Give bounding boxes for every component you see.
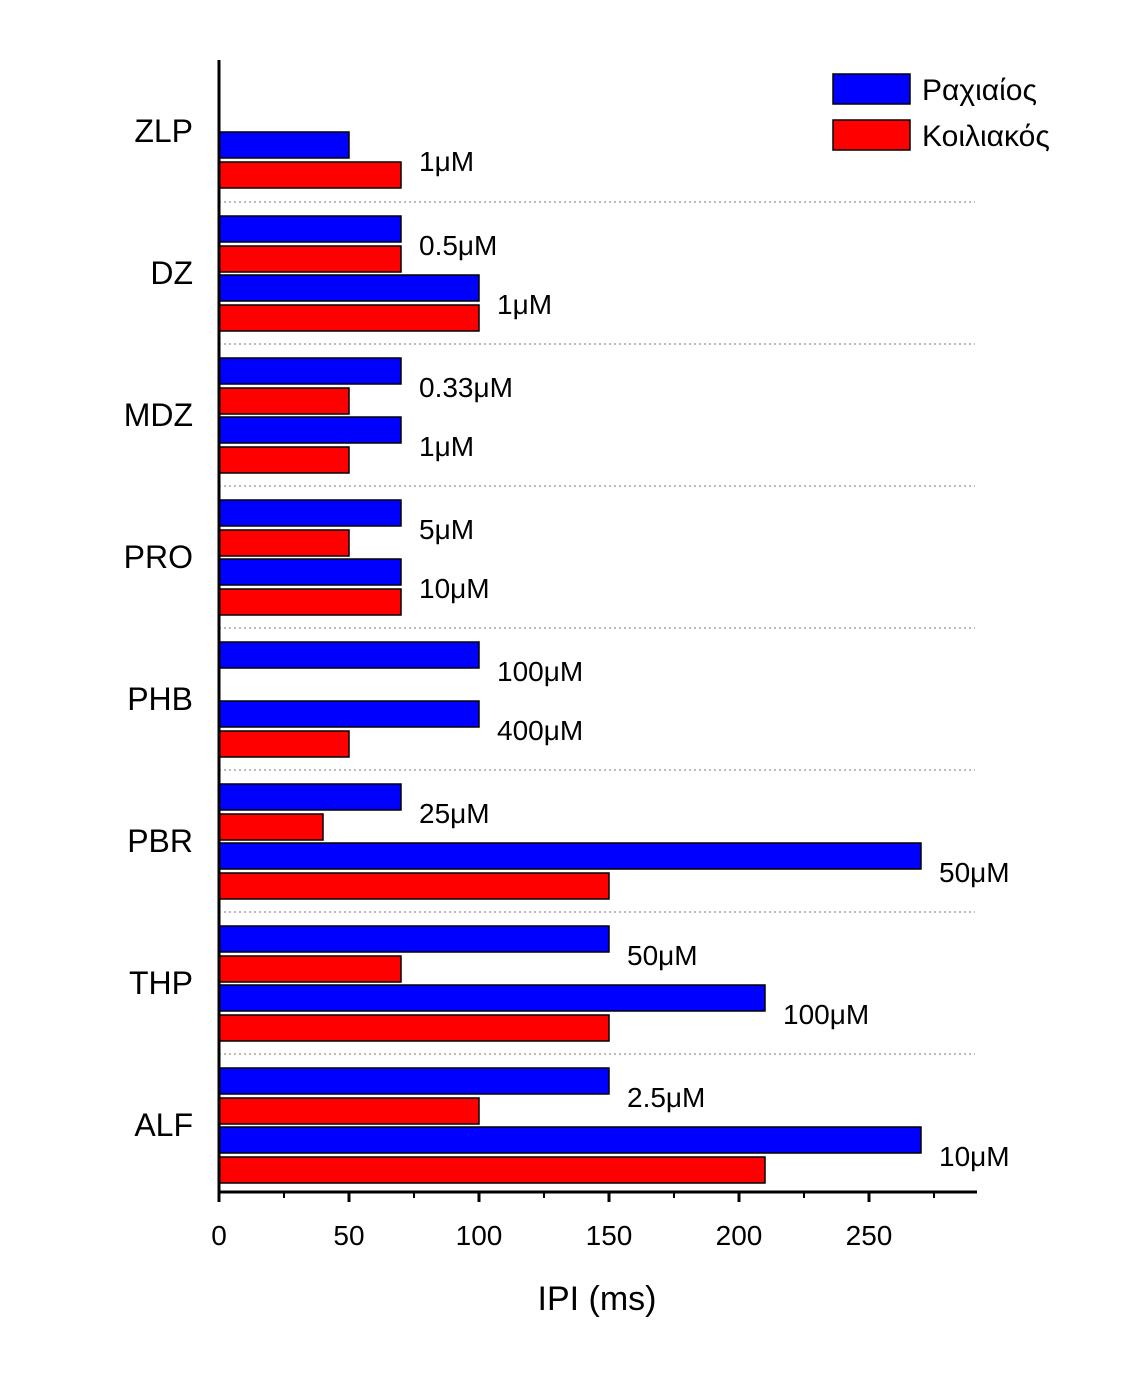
bar-series2: [218, 446, 350, 474]
bar-series1: [218, 984, 766, 1012]
bar-series2: [218, 730, 350, 758]
bar-series1: [218, 842, 922, 870]
bar-series1: [218, 357, 402, 385]
bar-series2: [218, 955, 402, 983]
group-label: MDZ: [124, 397, 193, 433]
x-tick-label: 200: [716, 1220, 763, 1251]
bar-series2: [218, 387, 350, 415]
condition-label: 5μM: [419, 514, 474, 545]
x-tick-label: 100: [456, 1220, 503, 1251]
group-label: PBR: [127, 823, 193, 859]
group-label: PHB: [127, 681, 193, 717]
group-label: THP: [129, 965, 193, 1001]
bar-series1: [218, 558, 402, 586]
condition-label: 100μM: [497, 656, 583, 687]
bar-series2: [218, 161, 402, 189]
x-tick-label: 250: [846, 1220, 893, 1251]
bar-series2: [218, 1014, 610, 1042]
group-separators: [219, 201, 975, 1055]
bar-series1: [218, 925, 610, 953]
x-tick-label: 50: [333, 1220, 364, 1251]
bars: [218, 131, 922, 1184]
bar-series1: [218, 783, 402, 811]
legend-label-2: Κοιλιακός: [922, 120, 1050, 153]
bar-series1: [218, 215, 402, 243]
labels: ZLP1μMDZ0.5μM1μMMDZ0.33μM1μMPRO5μM10μMPH…: [124, 113, 1010, 1172]
condition-label: 1μM: [419, 431, 474, 462]
bar-series2: [218, 245, 402, 273]
bar-series2: [218, 304, 480, 332]
condition-label: 50μM: [939, 857, 1010, 888]
condition-label: 1μM: [497, 289, 552, 320]
bar-series1: [218, 131, 350, 159]
legend-label-1: Ραχιαίος: [922, 74, 1037, 107]
x-tick-label: 150: [586, 1220, 633, 1251]
group-label: PRO: [124, 539, 193, 575]
bar-series2: [218, 813, 324, 841]
condition-label: 10μM: [939, 1141, 1010, 1172]
bar-series1: [218, 274, 480, 302]
bar-series1: [218, 1067, 610, 1095]
bar-series1: [218, 499, 402, 527]
condition-label: 0.33μM: [419, 372, 513, 403]
bar-series2: [218, 588, 402, 616]
bar-series1: [218, 1126, 922, 1154]
x-axis-title: IPI (ms): [538, 1280, 657, 1318]
bar-series2: [218, 872, 610, 900]
bar-series2: [218, 1097, 480, 1125]
legend: Ραχιαίος Κοιλιακός: [832, 73, 1050, 153]
condition-label: 100μM: [783, 999, 869, 1030]
bar-series1: [218, 700, 480, 728]
condition-label: 400μM: [497, 715, 583, 746]
group-label: DZ: [150, 255, 193, 291]
condition-label: 25μM: [419, 798, 490, 829]
condition-label: 2.5μM: [627, 1082, 705, 1113]
x-tick-label: 0: [211, 1220, 227, 1251]
axes: IPI (ms) 0 50 100 150 200 250: [211, 60, 977, 1318]
condition-label: 10μM: [419, 573, 490, 604]
group-label: ZLP: [134, 113, 193, 149]
bar-series2: [218, 529, 350, 557]
bar-series1: [218, 416, 402, 444]
bar-series1: [218, 641, 480, 669]
group-label: ALF: [134, 1107, 193, 1143]
legend-swatch-2: [832, 119, 911, 151]
condition-label: 0.5μM: [419, 230, 497, 261]
bar-series2: [218, 1156, 766, 1184]
condition-label: 1μM: [419, 146, 474, 177]
legend-swatch-1: [832, 73, 911, 105]
condition-label: 50μM: [627, 940, 698, 971]
